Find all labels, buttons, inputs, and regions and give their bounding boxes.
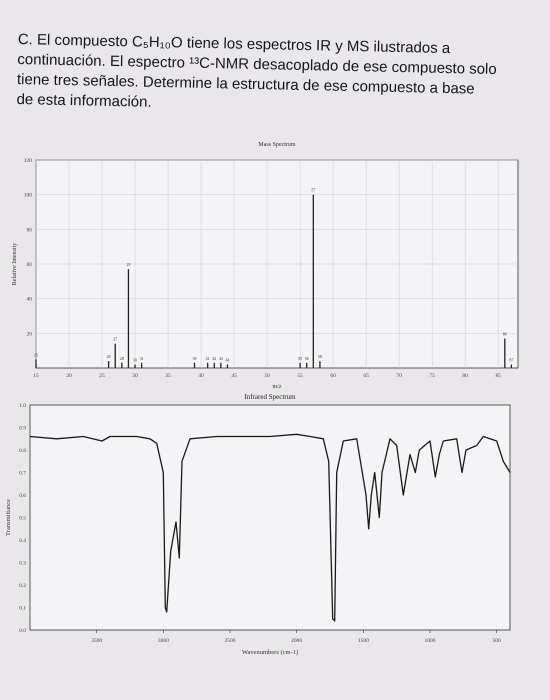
infrared-spectrum-chart: Infrared Spectrum 0.0 0.1 0.2 0.3 0.4 0.5 0.6 0.… bbox=[5, 393, 511, 656]
ms-x-tick-label: 25 bbox=[99, 373, 105, 379]
ir-x-tick-label: 1500 bbox=[358, 638, 369, 644]
ms-y-tick-label: 60 bbox=[27, 262, 33, 268]
ir-y-axis-label: Transmittance bbox=[5, 499, 12, 536]
ir-y-tick-label: 0.1 bbox=[19, 606, 26, 612]
ir-plot-frame bbox=[29, 404, 511, 631]
ir-y-tick-label: 0.3 bbox=[19, 561, 26, 567]
ms-x-tick-label: 75 bbox=[429, 373, 435, 379]
ir-y-tick-label: 0.7 bbox=[19, 471, 26, 477]
ms-peak-label: 56 bbox=[305, 356, 309, 361]
ms-y-tick-label: 80 bbox=[27, 227, 33, 233]
ms-x-tick-label: 35 bbox=[165, 373, 171, 379]
ms-x-tick-label: 50 bbox=[264, 373, 270, 379]
ms-x-tick-label: 60 bbox=[330, 373, 336, 379]
ms-peak-label: 86 bbox=[503, 332, 507, 337]
ms-x-axis-label: m/z bbox=[273, 384, 282, 390]
ms-title: Mass Spectrum bbox=[258, 142, 295, 148]
ir-y-tick-label: 0.0 bbox=[19, 628, 26, 634]
ms-y-tick-label: 120 bbox=[24, 158, 33, 164]
ms-x-tick-label: 45 bbox=[231, 373, 237, 379]
ms-peak-label: 41 bbox=[206, 356, 210, 361]
ms-peak-label: 43 bbox=[219, 356, 223, 361]
ms-peak-label: 57 bbox=[311, 188, 315, 193]
ms-y-axis-label: Relative Intensity bbox=[12, 243, 18, 286]
ir-x-tick-label: 3000 bbox=[158, 638, 169, 644]
ms-peak-label: 87 bbox=[509, 358, 513, 363]
ir-y-tick-label: 0.2 bbox=[19, 583, 26, 589]
ms-x-tick-label: 65 bbox=[363, 373, 369, 379]
ms-peak-label: 15 bbox=[34, 352, 38, 357]
ir-title: Infrared Spectrum bbox=[244, 393, 296, 401]
ir-x-tick-label: 3500 bbox=[91, 638, 102, 644]
ms-x-tick-label: 70 bbox=[396, 373, 402, 379]
ir-spectrum-line bbox=[29, 433, 511, 622]
ms-peak-label: 58 bbox=[318, 354, 322, 359]
ms-x-tick-label: 15 bbox=[33, 373, 39, 379]
ir-x-tick-label: 1000 bbox=[425, 638, 436, 644]
mass-spectrum-chart: Mass Spectrum 20 40 60 80 100 120 15 20 25 30 35 40 4… bbox=[12, 142, 519, 390]
ms-y-tick-label: 100 bbox=[24, 193, 33, 199]
ir-y-tick-label: 0.5 bbox=[19, 516, 26, 522]
ms-peak-label: 30 bbox=[133, 358, 137, 363]
ms-peak-label: 55 bbox=[298, 356, 302, 361]
ms-peak-label: 44 bbox=[225, 358, 229, 363]
ms-peak-label: 42 bbox=[212, 356, 216, 361]
ms-peak-label: 28 bbox=[120, 356, 124, 361]
ms-peak-label: 27 bbox=[113, 337, 117, 342]
ms-peak-label: 31 bbox=[140, 356, 144, 361]
ms-y-tick-label: 40 bbox=[27, 297, 33, 303]
ir-y-tick-label: 0.8 bbox=[19, 448, 26, 454]
ir-x-tick-label: 2500 bbox=[225, 638, 236, 644]
ms-peak-label: 29 bbox=[126, 262, 130, 267]
ir-x-tick-label: 2000 bbox=[291, 638, 302, 644]
ms-y-tick-label: 20 bbox=[27, 331, 33, 337]
ms-x-tick-label: 30 bbox=[132, 373, 138, 379]
ir-y-tick-label: 0.9 bbox=[19, 426, 26, 432]
ir-y-tick-label: 1.0 bbox=[19, 403, 26, 409]
ms-x-tick-label: 20 bbox=[66, 373, 72, 379]
ir-y-tick-label: 0.6 bbox=[19, 493, 26, 499]
ir-x-axis-label: Wavenumbers (cm-1) bbox=[242, 649, 298, 656]
ir-x-tick-label: 500 bbox=[493, 638, 502, 644]
ms-x-tick-label: 80 bbox=[462, 373, 468, 379]
ms-peak-label: 39 bbox=[192, 356, 196, 361]
ms-peak-label: 26 bbox=[107, 354, 111, 359]
ms-x-tick-label: 40 bbox=[198, 373, 204, 379]
ms-x-tick-label: 85 bbox=[495, 373, 501, 379]
ir-y-tick-label: 0.4 bbox=[19, 538, 26, 544]
ms-x-tick-label: 55 bbox=[297, 373, 303, 379]
